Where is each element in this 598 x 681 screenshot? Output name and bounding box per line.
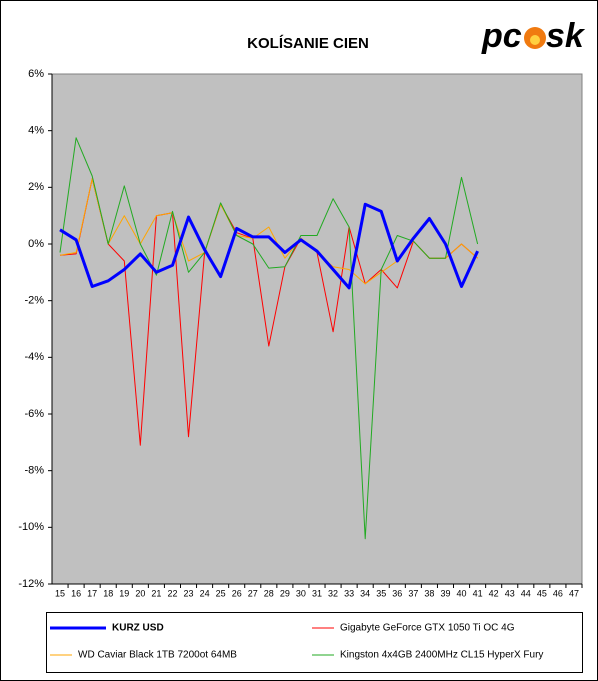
x-tick-label: 41: [473, 588, 483, 598]
x-tick-label: 17: [87, 588, 97, 598]
x-tick-label: 26: [232, 588, 242, 598]
y-tick-label: 4%: [28, 125, 44, 137]
logo-text: pc: [481, 17, 522, 55]
chart-title: KOLÍSANIE CIEN: [247, 35, 369, 52]
x-tick-label: 44: [521, 588, 531, 598]
x-tick-label: 38: [424, 588, 434, 598]
legend-label: Kingston 4x4GB 2400MHz CL15 HyperX Fury: [340, 650, 543, 661]
x-tick-label: 29: [280, 588, 290, 598]
plot-area: [51, 73, 583, 585]
x-tick-label: 18: [103, 588, 113, 598]
series-line: [59, 178, 478, 446]
y-tick-label: 2%: [28, 181, 44, 193]
legend: [46, 612, 583, 673]
x-tick-label: 16: [71, 588, 81, 598]
x-tick-label: 33: [344, 588, 354, 598]
logo-text: sk: [546, 17, 586, 55]
x-tick-label: 21: [151, 588, 161, 598]
x-tick-label: 43: [505, 588, 515, 598]
x-tick-label: 20: [135, 588, 145, 598]
y-tick-label: -10%: [18, 521, 44, 533]
legend-label: WD Caviar Black 1TB 7200ot 64MB: [78, 650, 237, 661]
logo-flame-core: [530, 35, 540, 45]
x-tick-label: 45: [537, 588, 547, 598]
x-tick-label: 22: [167, 588, 177, 598]
series-line: [59, 202, 479, 290]
x-tick-label: 47: [569, 588, 579, 598]
y-tick-label: -6%: [24, 408, 44, 420]
y-tick-label: -8%: [24, 465, 44, 477]
x-tick-label: 30: [296, 588, 306, 598]
x-tick-label: 28: [264, 588, 274, 598]
x-tick-label: 23: [184, 588, 194, 598]
logo: pc sk: [481, 17, 586, 55]
x-tick-label: 39: [440, 588, 450, 598]
x-tick-label: 19: [119, 588, 129, 598]
y-tick-label: 0%: [28, 238, 44, 250]
x-tick-label: 46: [553, 588, 563, 598]
legend-label: KURZ USD: [112, 623, 164, 634]
series-line: [59, 137, 479, 540]
x-tick-label: 25: [216, 588, 226, 598]
x-tick-label: 40: [457, 588, 467, 598]
x-tick-label: 24: [200, 588, 210, 598]
y-tick-label: 6%: [28, 68, 44, 80]
y-tick-label: -4%: [24, 351, 44, 363]
y-tick-label: -2%: [24, 295, 44, 307]
x-tick-label: 37: [408, 588, 418, 598]
x-tick-label: 35: [376, 588, 386, 598]
x-tick-label: 15: [55, 588, 65, 598]
x-tick-label: 31: [312, 588, 322, 598]
legend-label: Gigabyte GeForce GTX 1050 Ti OC 4G: [340, 623, 515, 634]
x-tick-label: 34: [360, 588, 370, 598]
x-tick-label: 36: [392, 588, 402, 598]
x-tick-label: 42: [489, 588, 499, 598]
x-tick-label: 27: [248, 588, 258, 598]
x-tick-label: 32: [328, 588, 338, 598]
y-tick-label: -12%: [18, 578, 44, 590]
